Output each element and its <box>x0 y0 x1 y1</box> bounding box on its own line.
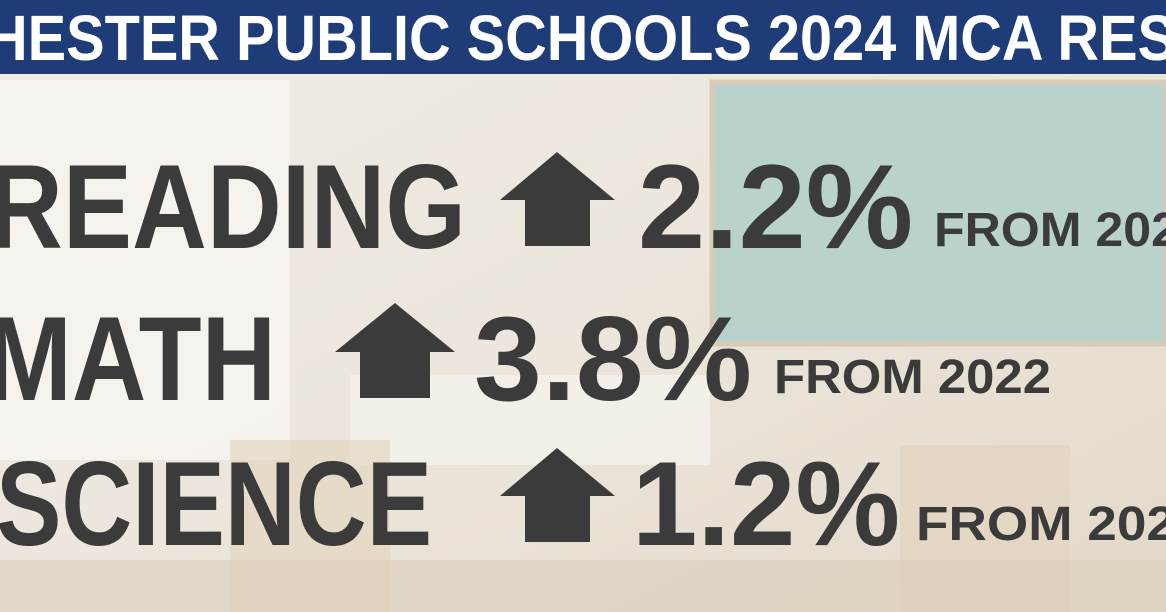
subject: MATH <box>0 292 276 426</box>
floor <box>0 560 1166 612</box>
note: FROM 202 <box>934 204 1166 257</box>
banner <box>0 0 1166 74</box>
note: FROM 2022 <box>774 351 1051 404</box>
up-arrow <box>335 303 455 398</box>
subject: READING <box>0 140 466 274</box>
change: 3.8% <box>474 292 752 426</box>
note: FROM 202 <box>916 498 1166 551</box>
change: 1.2% <box>632 437 900 571</box>
chalkboard <box>709 79 1166 347</box>
subject: SCIENCE <box>0 437 432 571</box>
change: 2.2% <box>638 140 913 274</box>
up-arrow <box>500 152 615 246</box>
window <box>0 80 290 460</box>
banner-title: HESTER PUBLIC SCHOOLS 2024 MCA RES <box>0 2 1166 74</box>
up-arrow <box>500 448 615 542</box>
